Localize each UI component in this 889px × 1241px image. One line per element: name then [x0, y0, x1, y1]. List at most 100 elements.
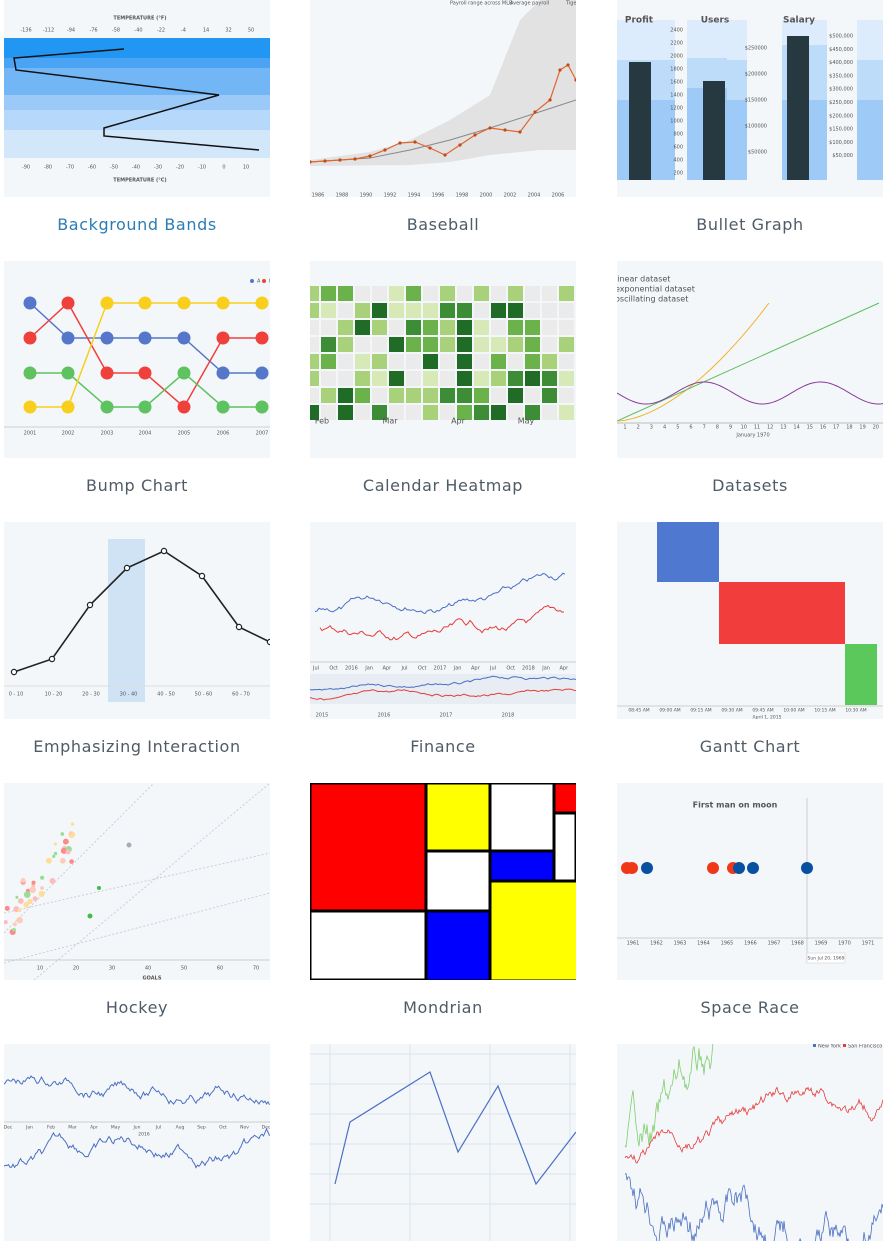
thumbnail-label: 60: [217, 966, 223, 972]
cell: [440, 354, 455, 369]
thumbnail-caption[interactable]: Space Race: [617, 997, 883, 1019]
thumbnail-label: 30 - 40: [120, 692, 138, 698]
thumbnail[interactable]: TEMPERATURE (°F)-136-112-94-76-58-40-22-…: [4, 0, 270, 197]
cell: [508, 388, 523, 403]
dot: [12, 928, 16, 932]
line: [625, 1087, 883, 1163]
thumbnail-label: 40 - 50: [157, 692, 175, 698]
thumbnail-label: 60 - 70: [232, 692, 250, 698]
cell: [440, 303, 455, 318]
thumbnail-caption[interactable]: Mondrian: [310, 997, 576, 1019]
cell: [457, 303, 472, 318]
thumbnail-caption[interactable]: Emphasizing Interaction: [4, 736, 270, 758]
cell: [321, 320, 336, 335]
thumbnail-label: TEMPERATURE (°C): [113, 178, 166, 184]
cell: [406, 354, 421, 369]
cell: [423, 303, 438, 318]
thumbnail-caption[interactable]: Baseball: [310, 214, 576, 236]
cell: [389, 320, 404, 335]
thumbnail-caption[interactable]: Datasets: [617, 475, 883, 497]
dot: [27, 899, 32, 904]
thumbnail-caption[interactable]: Calendar Heatmap: [310, 475, 576, 497]
dot: [383, 148, 386, 151]
line: [335, 1072, 576, 1184]
dot: [101, 297, 114, 310]
thumbnail-label: 50: [181, 966, 187, 972]
dot: [733, 862, 745, 874]
cell: [372, 354, 387, 369]
cell: [542, 303, 557, 318]
thumbnail-label: 1400: [670, 93, 683, 99]
thumbnail-caption[interactable]: Gantt Chart: [617, 736, 883, 758]
dot: [236, 624, 241, 629]
thumbnail-label: 7: [703, 425, 706, 431]
thumbnail-label: 20: [873, 425, 879, 431]
dot: [54, 843, 57, 846]
thumbnail-label: 14: [203, 28, 209, 34]
dot: [60, 858, 66, 864]
cell: [338, 354, 353, 369]
cell: [440, 371, 455, 386]
dot: [101, 332, 114, 345]
dot: [62, 367, 75, 380]
dot: [18, 908, 22, 912]
thumbnail-label: 200: [673, 171, 683, 177]
cell: [457, 371, 472, 386]
thumbnail-label: GOALS: [143, 976, 162, 981]
dot: [488, 126, 491, 129]
cell: [559, 286, 574, 301]
dot: [413, 140, 416, 143]
thumbnail-label: 2000: [480, 193, 493, 198]
trend-line: [34, 783, 270, 980]
dot: [62, 401, 75, 414]
thumbnail-label: -76: [89, 28, 97, 34]
thumbnail-label: exponential dataset: [617, 285, 695, 294]
cell: [389, 286, 404, 301]
thumbnail-caption[interactable]: Hockey: [4, 997, 270, 1019]
thumbnail-label: 32: [225, 28, 231, 34]
thumbnail[interactable]: [310, 1044, 576, 1241]
thumbnail-caption[interactable]: Finance: [310, 736, 576, 758]
thumbnail-label: 600: [673, 145, 683, 151]
cell: [310, 337, 319, 352]
cell: [508, 337, 523, 352]
dot: [518, 130, 521, 133]
thumbnail-label: $300,000: [829, 87, 853, 93]
thumbnail-caption[interactable]: Bullet Graph: [617, 214, 883, 236]
thumbnail[interactable]: [310, 783, 576, 980]
thumbnail-label: 1961: [627, 941, 640, 947]
thumbnail-caption[interactable]: Background Bands: [4, 214, 270, 236]
dot: [256, 367, 269, 380]
dot: [11, 669, 16, 674]
thumbnail-label: 2004: [528, 193, 541, 198]
thumbnail-label: Jun: [132, 1125, 140, 1131]
dot: [566, 63, 569, 66]
thumbnail-label: Sep: [197, 1125, 206, 1131]
thumbnail-caption[interactable]: Bump Chart: [4, 475, 270, 497]
dot: [62, 297, 75, 310]
line: [617, 382, 883, 404]
thumbnail-label: 6: [689, 425, 692, 431]
cell: [355, 337, 370, 352]
cell: [474, 303, 489, 318]
cell: [474, 286, 489, 301]
task: [845, 644, 877, 705]
cell: [310, 286, 319, 301]
thumbnail-label: Oct: [219, 1125, 227, 1131]
